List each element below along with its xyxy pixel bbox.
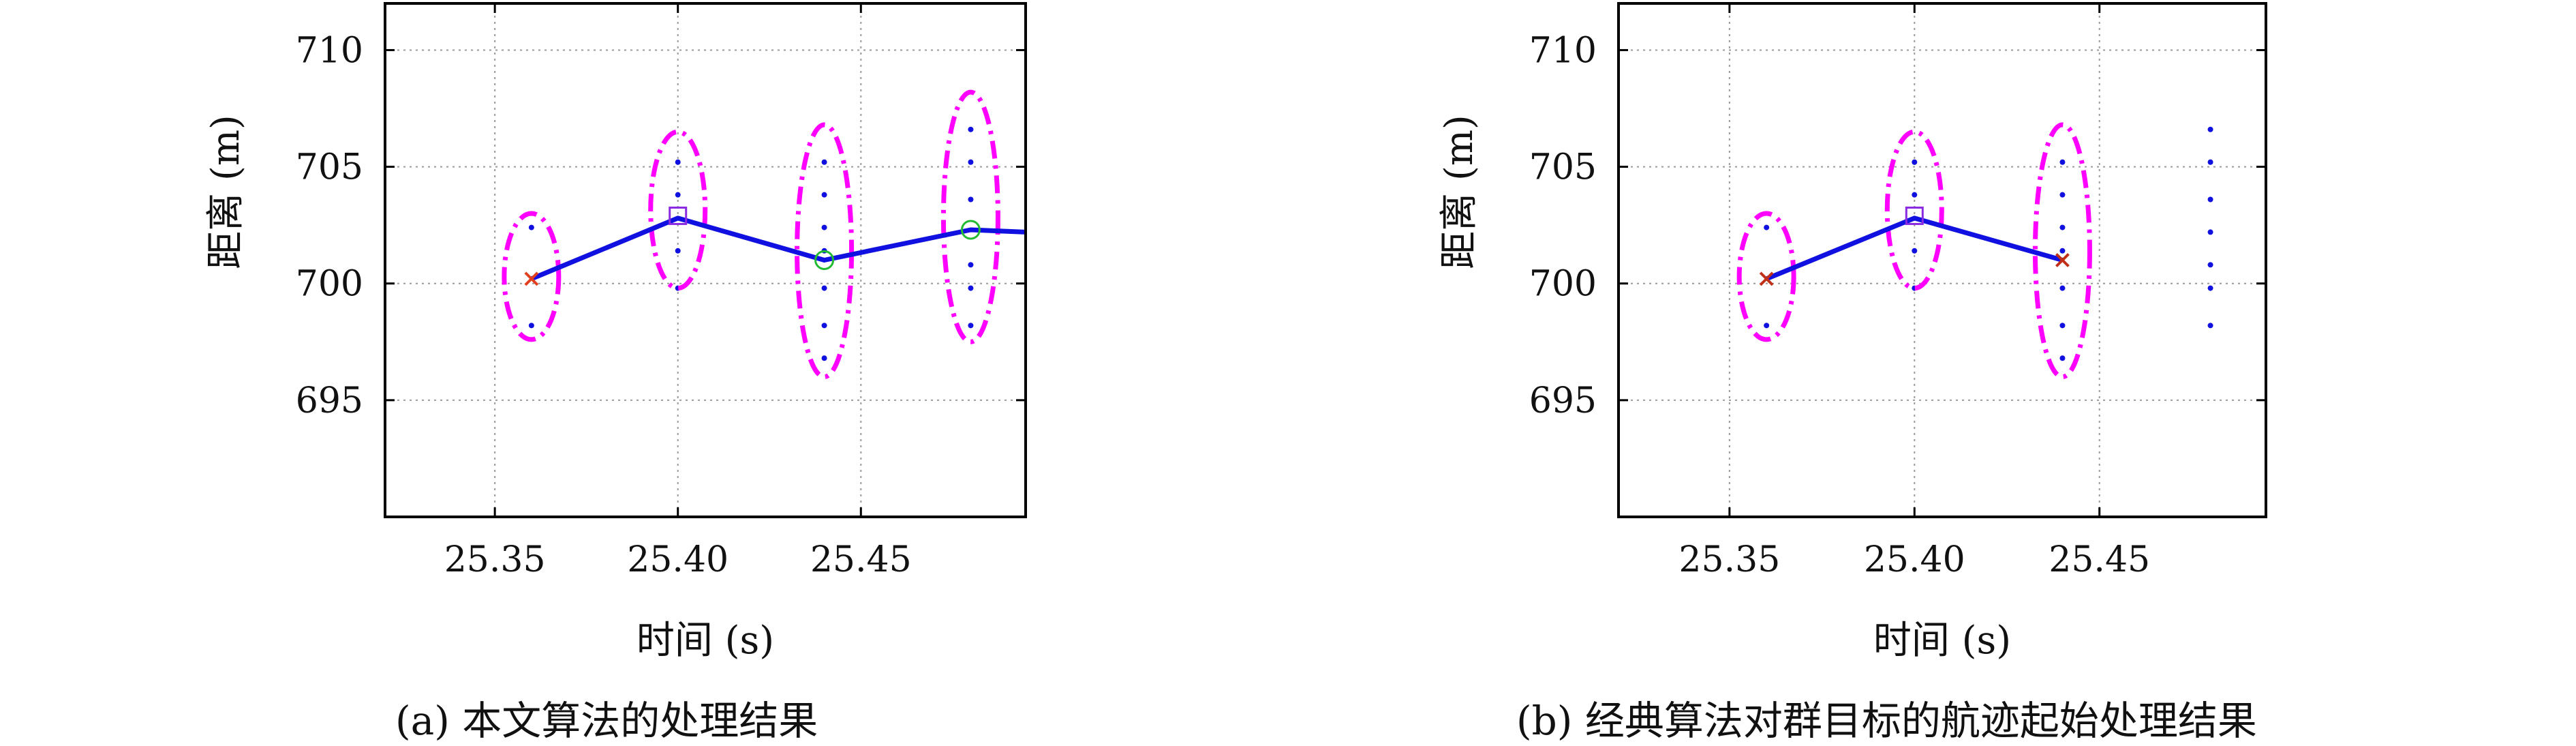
- measurement-point: [968, 196, 974, 203]
- x-tick-label: 25.40: [627, 539, 729, 580]
- measurement-point: [821, 192, 827, 198]
- x-axis-label: 时间 (s): [637, 618, 774, 663]
- measurement-point: [821, 159, 827, 165]
- measurement-point: [968, 126, 974, 132]
- gate-ellipse: [502, 211, 562, 342]
- measurement-point: [2059, 224, 2066, 230]
- gate-ellipse: [1884, 129, 1944, 291]
- square-marker: [1905, 206, 1924, 225]
- track-line: [530, 215, 1026, 282]
- measurement-point: [2207, 323, 2213, 329]
- measurement-point: [1764, 323, 1770, 329]
- x-marker: [524, 271, 539, 286]
- y-tick-label: 695: [296, 381, 363, 421]
- axes-frame: [1617, 2, 2267, 518]
- measurement-point: [1912, 192, 1918, 198]
- y-tick-label: 705: [296, 147, 363, 188]
- measurement-point: [821, 323, 827, 329]
- y-axis-label: 距离 (m): [1437, 115, 1482, 269]
- circle-marker: [814, 250, 835, 270]
- measurement-point: [528, 323, 534, 329]
- y-tick-label: 710: [296, 30, 363, 71]
- plot-area: [502, 89, 1026, 380]
- x-tick-label: 25.40: [1864, 539, 1965, 580]
- measurement-point: [1912, 248, 1918, 254]
- x-tick-label: 25.35: [1678, 539, 1780, 580]
- plot-area: [1736, 122, 2213, 380]
- chart-b: 25.35 25.40 25.45 695 700 705 710 时间 (s) 距离 (m): [1437, 2, 2267, 663]
- y-tick-label: 705: [1529, 147, 1597, 188]
- measurement-point: [675, 192, 681, 198]
- measurement-point: [968, 285, 974, 291]
- measurement-point: [2207, 126, 2213, 132]
- measurement-point: [1764, 224, 1770, 230]
- measurement-point: [2059, 285, 2066, 291]
- measurement-point: [2059, 323, 2066, 329]
- y-tick-label: 710: [1529, 30, 1597, 71]
- chart-a: 25.35 25.40 25.45 695 700 705 710 时间 (s) 距离 (m): [204, 2, 1027, 663]
- track-line: [1765, 215, 2064, 282]
- measurement-point: [2059, 159, 2066, 165]
- measurement-point: [821, 224, 827, 230]
- measurement-point: [2207, 262, 2213, 268]
- measurement-point: [1912, 159, 1918, 165]
- gate-ellipse: [2032, 122, 2092, 380]
- measurement-point: [2207, 196, 2213, 203]
- x-tick-label: 25.35: [444, 539, 546, 580]
- measurement-point: [2207, 159, 2213, 165]
- gate-ellipse: [1736, 211, 1796, 342]
- axes-frame: [384, 2, 1027, 518]
- measurement-point: [821, 355, 827, 361]
- measurement-point: [821, 285, 827, 291]
- y-tick-label: 700: [1529, 264, 1597, 305]
- y-tick-label: 695: [1529, 381, 1597, 421]
- gate-ellipse: [648, 129, 708, 291]
- gate-ellipse: [940, 89, 1000, 344]
- x-axis-label: 时间 (s): [1873, 618, 2011, 663]
- measurement-point: [528, 224, 534, 230]
- y-tick-label: 700: [296, 264, 363, 305]
- x-marker: [1759, 271, 1774, 286]
- caption-b: (b) 经典算法对群目标的航迹起始处理结果: [1516, 698, 2257, 744]
- caption-a: (a) 本文算法的处理结果: [395, 698, 818, 744]
- gate-ellipse: [795, 122, 855, 380]
- measurement-point: [968, 323, 974, 329]
- x-marker: [2055, 253, 2070, 267]
- measurement-point: [675, 159, 681, 165]
- circle-marker: [960, 220, 981, 240]
- x-tick-label: 25.45: [810, 539, 912, 580]
- square-marker: [669, 206, 688, 225]
- measurement-point: [675, 248, 681, 254]
- measurement-point: [2059, 192, 2066, 198]
- measurement-point: [968, 159, 974, 165]
- measurement-point: [968, 262, 974, 268]
- x-tick-label: 25.45: [2049, 539, 2150, 580]
- measurement-point: [2207, 229, 2213, 235]
- measurement-point: [2059, 248, 2066, 254]
- measurement-point: [2059, 355, 2066, 361]
- y-axis-label: 距离 (m): [204, 115, 248, 269]
- measurement-point: [2207, 285, 2213, 291]
